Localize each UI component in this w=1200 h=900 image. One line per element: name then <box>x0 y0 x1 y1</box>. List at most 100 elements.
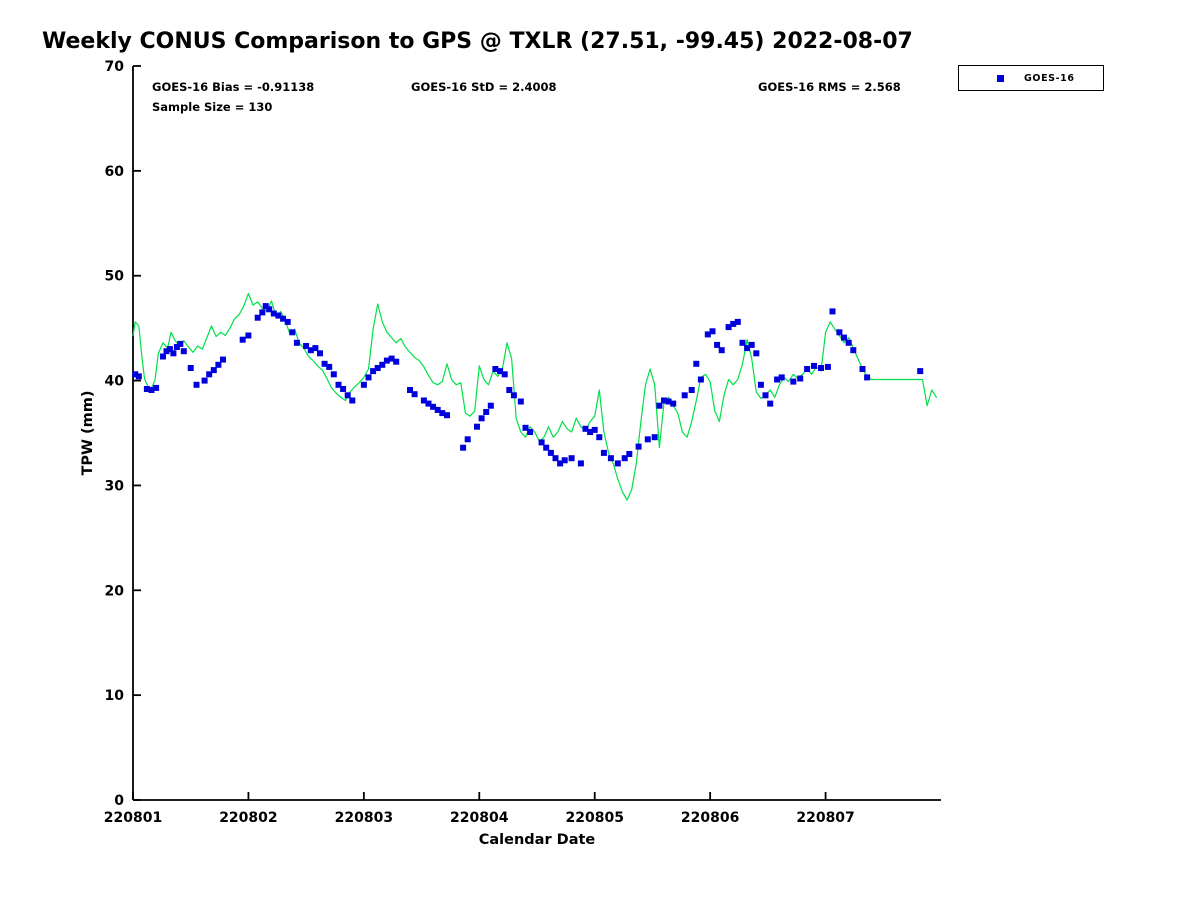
goes16-marker <box>557 460 564 467</box>
goes16-marker <box>143 386 150 392</box>
goes16-marker <box>561 457 568 464</box>
goes16-marker <box>220 356 226 363</box>
goes16-marker <box>340 386 347 392</box>
goes16-marker <box>582 425 589 432</box>
goes16-marker <box>344 392 351 399</box>
chart-title: Weekly CONUS Comparison to GPS @ TXLR (2… <box>42 29 913 54</box>
stat-rms: GOES-16 RMS = 2.568 <box>758 80 901 94</box>
x-axis-label: Calendar Date <box>478 832 596 848</box>
goes16-marker <box>600 449 607 456</box>
goes16-marker <box>864 374 871 381</box>
goes16-marker <box>762 392 769 399</box>
goes16-marker <box>688 387 695 393</box>
goes16-marker <box>811 362 817 369</box>
goes16-marker <box>859 366 866 372</box>
goes16-marker <box>845 339 852 346</box>
goes16-marker <box>474 423 480 430</box>
goes16-marker <box>317 350 323 357</box>
legend: GOES-16 <box>958 65 1104 91</box>
goes16-marker <box>383 357 390 364</box>
goes16-marker <box>739 339 746 346</box>
goes16-marker <box>757 381 764 388</box>
y-tick-label: 40 <box>105 374 125 390</box>
goes16-marker <box>626 451 633 457</box>
goes16-marker <box>753 350 760 357</box>
goes16-marker <box>917 368 924 375</box>
stat-bias: GOES-16 Bias = -0.91138 <box>152 80 315 94</box>
goes16-marker <box>478 415 485 422</box>
goes16-marker <box>607 455 614 462</box>
goes16-marker <box>349 397 356 404</box>
goes16-marker <box>393 358 400 365</box>
goes16-marker <box>818 365 824 371</box>
goes16-marker <box>365 374 372 381</box>
x-tick-label: 220805 <box>565 810 623 826</box>
goes16-marker <box>510 392 517 399</box>
goes16-marker <box>774 376 781 383</box>
goes16-marker <box>135 373 142 380</box>
goes16-marker <box>239 336 246 343</box>
goes16-marker <box>173 344 180 350</box>
goes16-marker <box>661 397 667 404</box>
goes16-marker <box>254 314 261 321</box>
goes16-marker <box>656 402 663 409</box>
goes16-marker <box>360 381 367 388</box>
goes16-marker <box>206 371 213 378</box>
goes16-marker <box>697 376 704 383</box>
goes16-marker <box>464 436 471 443</box>
goes16-legend-marker-icon <box>997 74 1004 82</box>
goes16-marker <box>275 312 282 319</box>
goes16-marker <box>651 434 658 441</box>
y-tick-label: 10 <box>105 688 125 704</box>
goes16-marker <box>280 315 287 322</box>
goes16-marker <box>307 347 314 354</box>
goes16-marker <box>824 363 831 370</box>
goes16-marker <box>804 366 811 372</box>
goes16-marker <box>670 400 677 407</box>
goes16-marker <box>492 366 499 372</box>
goes16-marker <box>543 444 550 451</box>
goes16-marker <box>312 345 319 352</box>
goes16-marker <box>547 449 554 456</box>
goes16-marker <box>778 374 785 381</box>
x-tick-label: 220801 <box>104 810 162 826</box>
goes16-marker <box>501 371 508 378</box>
y-tick-label: 60 <box>105 164 125 180</box>
goes16-marker <box>517 398 524 405</box>
goes16-marker <box>411 391 418 398</box>
goes16-marker <box>266 306 273 313</box>
goes16-marker <box>483 409 490 415</box>
legend-label: GOES-16 <box>1024 72 1075 84</box>
x-tick-label: 220802 <box>219 810 277 826</box>
goes16-marker <box>744 345 751 352</box>
goes16-marker <box>693 360 700 367</box>
goes16-marker <box>166 346 173 353</box>
goes16-marker <box>552 455 559 462</box>
goes16-marker <box>330 371 337 378</box>
goes16-marker <box>836 329 843 336</box>
goes16-marker <box>538 439 545 446</box>
goes16-marker <box>293 339 300 346</box>
goes16-marker <box>430 403 437 410</box>
goes16-marker <box>577 460 584 467</box>
goes16-marker <box>460 444 467 451</box>
goes16-marker <box>681 392 688 399</box>
goes16-marker <box>497 368 504 375</box>
goes16-marker <box>193 381 200 388</box>
goes16-marker <box>444 412 450 419</box>
goes16-marker <box>665 398 672 405</box>
goes16-marker <box>596 434 603 441</box>
goes16-marker <box>797 375 804 382</box>
goes16-marker <box>841 334 847 341</box>
goes16-marker <box>621 455 628 462</box>
goes16-marker <box>259 309 266 316</box>
goes16-marker <box>379 361 386 368</box>
goes16-marker <box>725 324 732 331</box>
goes16-marker <box>709 328 716 335</box>
goes16-marker <box>704 331 711 338</box>
goes16-marker <box>425 400 432 407</box>
y-tick-label: 30 <box>105 478 125 494</box>
goes16-marker <box>148 387 155 393</box>
